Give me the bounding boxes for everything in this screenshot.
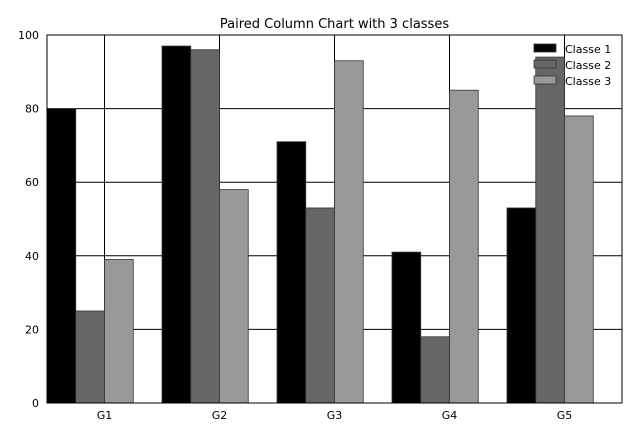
bar-G3-classe-1: [276, 141, 307, 404]
bar-G3-classe-2: [305, 207, 335, 404]
y-tick-label: 100: [18, 29, 39, 42]
legend-swatch: [533, 43, 557, 53]
axes: 0 20 40 60 80 100 G1 G2 G3 G4 G5: [18, 29, 623, 422]
bar-G2-classe-3: [219, 189, 249, 404]
bar-G5-classe-3: [564, 115, 594, 404]
legend: Classe 1 Classe 2 Classe 3: [533, 43, 611, 88]
bar-G4-classe-1: [391, 251, 422, 404]
bars: [46, 45, 594, 404]
bar-G5-classe-1: [506, 207, 537, 404]
x-tick-label: G3: [327, 409, 343, 422]
chart-title: Paired Column Chart with 3 classes: [220, 17, 449, 32]
legend-label: Classe 1: [565, 43, 611, 56]
legend-swatch: [533, 75, 557, 85]
y-tick-label: 40: [25, 250, 39, 263]
bar-G2-classe-1: [161, 45, 192, 404]
bar-G4-classe-2: [420, 336, 450, 404]
bar-G3-classe-3: [334, 60, 364, 404]
x-tick-label: G4: [442, 409, 458, 422]
bar-G1-classe-2: [75, 310, 105, 404]
y-tick-label: 80: [25, 103, 39, 116]
x-tick-label: G2: [212, 409, 228, 422]
plot-frame: [46, 34, 623, 404]
bar-G5-classe-2: [535, 56, 565, 404]
bar-G1-classe-1: [46, 108, 77, 404]
bar-G4-classe-3: [449, 89, 479, 404]
y-tick-label: 0: [32, 397, 39, 410]
x-tick-label: G5: [557, 409, 573, 422]
bar-G1-classe-3: [104, 259, 134, 404]
y-tick-label: 20: [25, 323, 39, 336]
legend-label: Classe 3: [565, 75, 611, 88]
legend-label: Classe 2: [565, 59, 611, 72]
x-tick-label: G1: [97, 409, 113, 422]
bar-G2-classe-2: [190, 49, 220, 404]
legend-swatch: [533, 59, 557, 69]
y-tick-label: 60: [25, 176, 39, 189]
